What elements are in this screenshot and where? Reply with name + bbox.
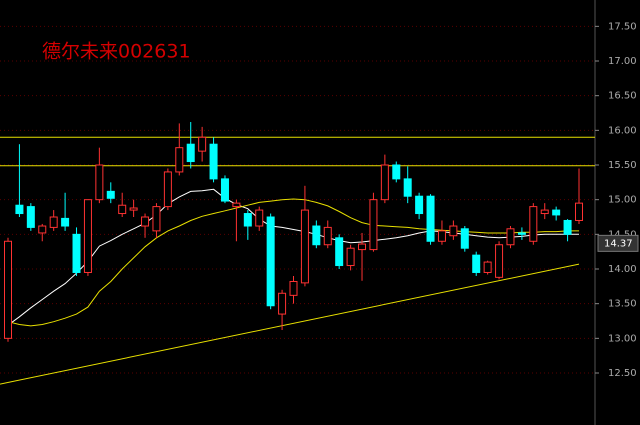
y-tick-label: 16.50 (608, 91, 637, 102)
candle-body (243, 213, 252, 227)
y-tick-label: 13.00 (608, 333, 637, 344)
candle-body (186, 143, 195, 163)
candle-body (49, 216, 58, 228)
candle-body (460, 228, 469, 249)
candle-body (163, 171, 172, 208)
y-tick-label: 14.50 (608, 229, 637, 240)
candle-body (198, 136, 207, 152)
candle-body (232, 202, 241, 208)
candle-body (335, 237, 344, 267)
candle-body (72, 233, 81, 273)
candle-body (266, 216, 275, 307)
candle-body (255, 209, 264, 227)
candle-body (437, 230, 446, 242)
candle-body (529, 206, 538, 242)
trend-line (0, 263, 580, 385)
candle-body (26, 206, 35, 228)
candle-body (83, 199, 92, 273)
y-tick-label: 15.50 (608, 160, 637, 171)
moving-average (7, 188, 579, 326)
candle-body (278, 292, 287, 315)
candle-body (152, 206, 161, 232)
candle-body (472, 254, 481, 273)
candle-body (358, 243, 367, 251)
candle-body (118, 204, 127, 215)
candle-body (415, 195, 424, 215)
candle-body (403, 178, 412, 197)
y-tick-label: 14.00 (608, 264, 637, 275)
last-price-box (597, 234, 639, 252)
candle-body (175, 147, 184, 173)
candle-body (300, 209, 309, 284)
candle-body (61, 217, 70, 227)
candle-body (289, 280, 298, 296)
candle-body (369, 199, 378, 251)
y-tick-label: 17.50 (608, 21, 637, 32)
candle-body (209, 143, 218, 180)
candle-body (129, 207, 138, 211)
candle-body (15, 204, 24, 215)
candle-body (540, 209, 549, 215)
y-tick-label: 15.00 (608, 195, 637, 206)
y-tick-label: 17.00 (608, 56, 637, 67)
candle-body (495, 244, 504, 278)
candle-body (312, 225, 321, 246)
candle-body (552, 209, 561, 216)
moving-average (7, 198, 579, 327)
candle-body (426, 195, 435, 242)
candle-body (141, 216, 150, 227)
candle-body (4, 240, 12, 339)
candle-body (323, 226, 332, 246)
candle-body (483, 261, 492, 273)
candle-body (106, 190, 115, 199)
y-tick-label: 13.50 (608, 299, 637, 310)
candle-body (392, 164, 401, 180)
candle-body (346, 247, 355, 267)
last-price-label: 14.37 (604, 238, 633, 249)
y-tick-label: 16.00 (608, 125, 637, 136)
candle-body (449, 225, 458, 237)
candle-body (95, 164, 104, 201)
chart-title: 德尔未来002631 (42, 41, 191, 63)
candle-body (38, 225, 47, 234)
candle-body (575, 202, 583, 221)
candle-body (380, 164, 389, 201)
candle-body (563, 219, 572, 235)
candle-body (517, 232, 526, 235)
candle-body (220, 178, 229, 202)
y-tick-label: 12.50 (608, 368, 637, 379)
candle-body (506, 228, 515, 246)
